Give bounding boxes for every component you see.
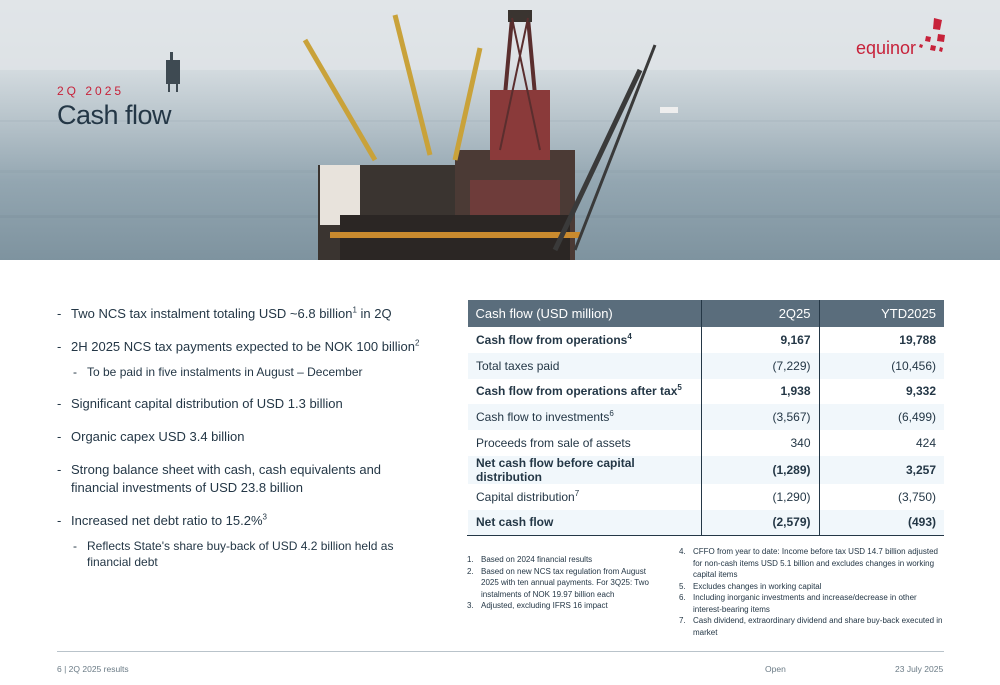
row-value-ytd2025: (6,499) bbox=[818, 404, 944, 431]
footnote-text: CFFO from year to date: Income before ta… bbox=[693, 547, 939, 579]
bullet-capital-distribution: Significant capital distribution of USD … bbox=[57, 395, 427, 413]
bullet-ncs-tax-instalment: Two NCS tax instalment totaling USD ~6.8… bbox=[57, 305, 427, 323]
column-header-ytd2025: YTD2025 bbox=[818, 300, 944, 327]
table-row: Cash flow to investments6 (3,567) (6,499) bbox=[467, 404, 944, 431]
bullet-balance-sheet: Strong balance sheet with cash, cash equ… bbox=[57, 461, 427, 497]
row-value-2q25: (1,290) bbox=[700, 483, 819, 510]
bullet-net-debt-ratio: Increased net debt ratio to 15.2%3 bbox=[57, 512, 427, 530]
row-label: Cash flow to investments6 bbox=[467, 404, 701, 431]
table-row: Cash flow from operations after tax5 1,93… bbox=[467, 378, 944, 405]
row-value-ytd2025: (10,456) bbox=[818, 352, 944, 379]
footer-page-number: 6 | 2Q 2025 results bbox=[57, 664, 129, 674]
footer-divider bbox=[57, 651, 944, 652]
footnote-number: 7. bbox=[679, 616, 686, 625]
row-value-2q25: 340 bbox=[700, 430, 819, 456]
footnote-number: 6. bbox=[679, 593, 686, 602]
table-row: Net cash flow (2,579) (493) bbox=[467, 509, 944, 537]
row-label: Net cash flow before capital distributio… bbox=[467, 455, 701, 484]
row-value-ytd2025: (3,750) bbox=[818, 483, 944, 510]
row-label: Cash flow from operations4 bbox=[467, 327, 701, 353]
row-value-ytd2025: (493) bbox=[818, 509, 944, 537]
row-value-ytd2025: 3,257 bbox=[818, 455, 944, 484]
footnotes-left: 1. Based on 2024 financial results 2. Based… bbox=[467, 554, 657, 612]
row-value-2q25: 1,938 bbox=[700, 378, 819, 405]
footnote-item: 4. CFFO from year to date: Income before … bbox=[679, 546, 947, 581]
table-row: Proceeds from sale of assets 340 424 bbox=[467, 430, 944, 456]
page-title: Cash flow bbox=[57, 100, 172, 130]
footnote-item: 3. Adjusted, excluding IFRS 16 impact bbox=[467, 600, 657, 612]
footnote-item: 2. Based on new NCS tax regulation from A… bbox=[467, 566, 657, 601]
table-row: Net cash flow before capital distributio… bbox=[467, 455, 944, 484]
sub-bullet-instalments: To be paid in five instalments in August… bbox=[57, 364, 427, 380]
footnote-text: Adjusted, excluding IFRS 16 impact bbox=[481, 601, 608, 610]
bullet-organic-capex: Organic capex USD 3.4 billion bbox=[57, 428, 427, 446]
footnote-number: 1. bbox=[467, 555, 474, 564]
equinor-logo: equinor bbox=[856, 18, 946, 62]
row-label: Total taxes paid bbox=[467, 352, 701, 379]
table-row: Cash flow from operations4 9,167 19,788 bbox=[467, 327, 944, 353]
row-value-2q25: (2,579) bbox=[700, 509, 819, 537]
sub-bullet-share-buyback: Reflects State's share buy-back of USD 4… bbox=[57, 538, 427, 570]
footnote-number: 2. bbox=[467, 566, 474, 576]
row-label: Cash flow from operations after tax5 bbox=[467, 378, 701, 405]
row-value-ytd2025: 424 bbox=[818, 430, 944, 456]
cash-flow-table: Cash flow (USD million) 2Q25 YTD2025 Cas… bbox=[467, 300, 944, 537]
row-label: Capital distribution7 bbox=[467, 483, 701, 510]
footnote-text: Based on 2024 financial results bbox=[481, 555, 593, 564]
footnote-text: Based on new NCS tax regulation from Aug… bbox=[481, 566, 649, 599]
row-value-ytd2025: 9,332 bbox=[818, 378, 944, 405]
footnote-text: Cash dividend, extraordinary dividend an… bbox=[693, 616, 943, 637]
hero-photo: 2Q 2025 Cash flow equinor bbox=[0, 0, 1000, 260]
footnote-item: 5. Excludes changes in working capital bbox=[679, 581, 947, 593]
footnote-item: 7. Cash dividend, extraordinary dividend … bbox=[679, 615, 947, 638]
row-value-2q25: (1,289) bbox=[700, 455, 819, 484]
key-points-list: Two NCS tax instalment totaling USD ~6.8… bbox=[57, 305, 427, 585]
footnote-text: Excludes changes in working capital bbox=[693, 581, 822, 591]
footnote-item: 6. Including inorganic investments and in… bbox=[679, 592, 947, 615]
column-header-2q25: 2Q25 bbox=[700, 300, 819, 327]
eyebrow-label: 2Q 2025 bbox=[57, 84, 125, 98]
table-row: Total taxes paid (7,229) (10,456) bbox=[467, 352, 944, 379]
footer-classification: Open bbox=[765, 664, 786, 674]
footer-date: 23 July 2025 bbox=[895, 664, 944, 674]
row-label: Proceeds from sale of assets bbox=[467, 430, 701, 456]
row-value-2q25: 9,167 bbox=[700, 327, 819, 353]
offshore-platform-illustration bbox=[0, 0, 1000, 260]
footnote-number: 3. bbox=[467, 601, 474, 610]
row-value-2q25: (3,567) bbox=[700, 404, 819, 431]
bullet-2h-tax-payments: 2H 2025 NCS tax payments expected to be … bbox=[57, 338, 427, 356]
footnote-text: Including inorganic investments and incr… bbox=[693, 593, 917, 614]
table-header-row: Cash flow (USD million) 2Q25 YTD2025 bbox=[467, 300, 944, 327]
footnote-item: 1. Based on 2024 financial results bbox=[467, 554, 657, 566]
footnote-number: 5. bbox=[679, 581, 686, 591]
footnote-number: 4. bbox=[679, 547, 686, 556]
table-row: Capital distribution7 (1,290) (3,750) bbox=[467, 483, 944, 510]
row-value-ytd2025: 19,788 bbox=[818, 327, 944, 353]
column-header-label: Cash flow (USD million) bbox=[467, 300, 701, 327]
row-label: Net cash flow bbox=[467, 509, 701, 537]
row-value-2q25: (7,229) bbox=[700, 352, 819, 379]
logo-text: equinor bbox=[856, 38, 917, 58]
star-logo-icon bbox=[919, 18, 945, 52]
footnotes-right: 4. CFFO from year to date: Income before … bbox=[679, 546, 947, 638]
